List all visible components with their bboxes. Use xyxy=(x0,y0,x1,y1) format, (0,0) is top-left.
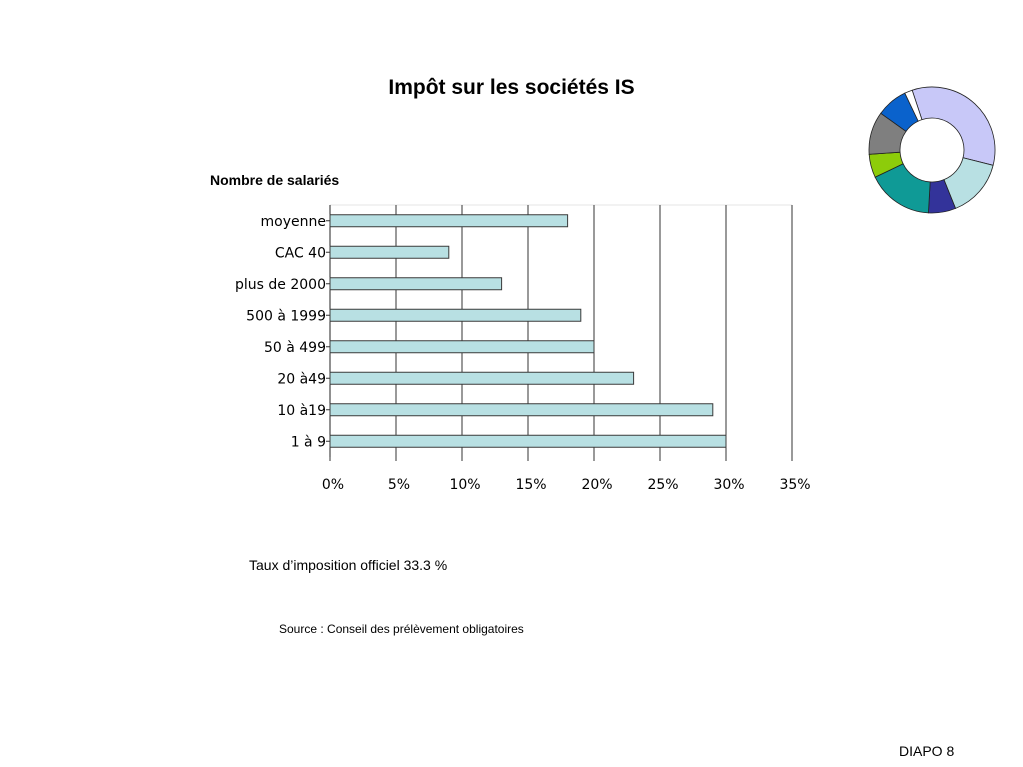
y-tick-label: 1 à 9 xyxy=(291,434,326,450)
chart-x-tick-labels: 0% 5% 10% 15% 20% 25% 30% 35% xyxy=(322,477,811,493)
bar xyxy=(329,214,569,228)
chart-title: Nombre de salariés xyxy=(210,172,340,188)
x-tick-label: 35% xyxy=(779,477,810,493)
x-tick-label: 5% xyxy=(388,477,410,493)
donut-segment xyxy=(911,86,996,166)
donut-logo-icon xyxy=(868,86,996,214)
x-tick-label: 25% xyxy=(647,477,678,493)
bar xyxy=(329,308,582,322)
chart-y-tick-labels: moyenne CAC 40 plus de 2000 500 à 1999 50 à … xyxy=(235,214,326,451)
y-tick-label: moyenne xyxy=(261,214,326,230)
y-tick-label: 10 à19 xyxy=(277,403,326,419)
x-tick-label: 10% xyxy=(449,477,480,493)
y-tick-label: plus de 2000 xyxy=(235,277,326,293)
source-note: Source : Conseil des prélèvement obligat… xyxy=(279,622,524,636)
bar xyxy=(329,371,635,385)
chart-bars xyxy=(326,214,727,448)
donut-segment xyxy=(904,89,923,122)
chart-gridlines xyxy=(329,204,793,461)
x-tick-label: 20% xyxy=(581,477,612,493)
bar xyxy=(329,434,727,448)
x-tick-label: 30% xyxy=(713,477,744,493)
bar xyxy=(329,340,595,354)
slide-number: DIAPO 8 xyxy=(899,743,955,759)
bar xyxy=(329,403,714,417)
y-tick-label: 500 à 1999 xyxy=(246,308,326,324)
y-tick-label: 20 à49 xyxy=(277,371,326,387)
y-tick-label: CAC 40 xyxy=(275,245,326,261)
x-tick-label: 15% xyxy=(515,477,546,493)
bar xyxy=(329,245,450,259)
y-tick-label: 50 à 499 xyxy=(264,340,326,356)
x-tick-label: 0% xyxy=(322,477,344,493)
tax-rate-note: Taux d’imposition officiel 33.3 % xyxy=(249,557,448,573)
bar xyxy=(329,277,503,291)
slide-title: Impôt sur les sociétés IS xyxy=(388,76,635,99)
